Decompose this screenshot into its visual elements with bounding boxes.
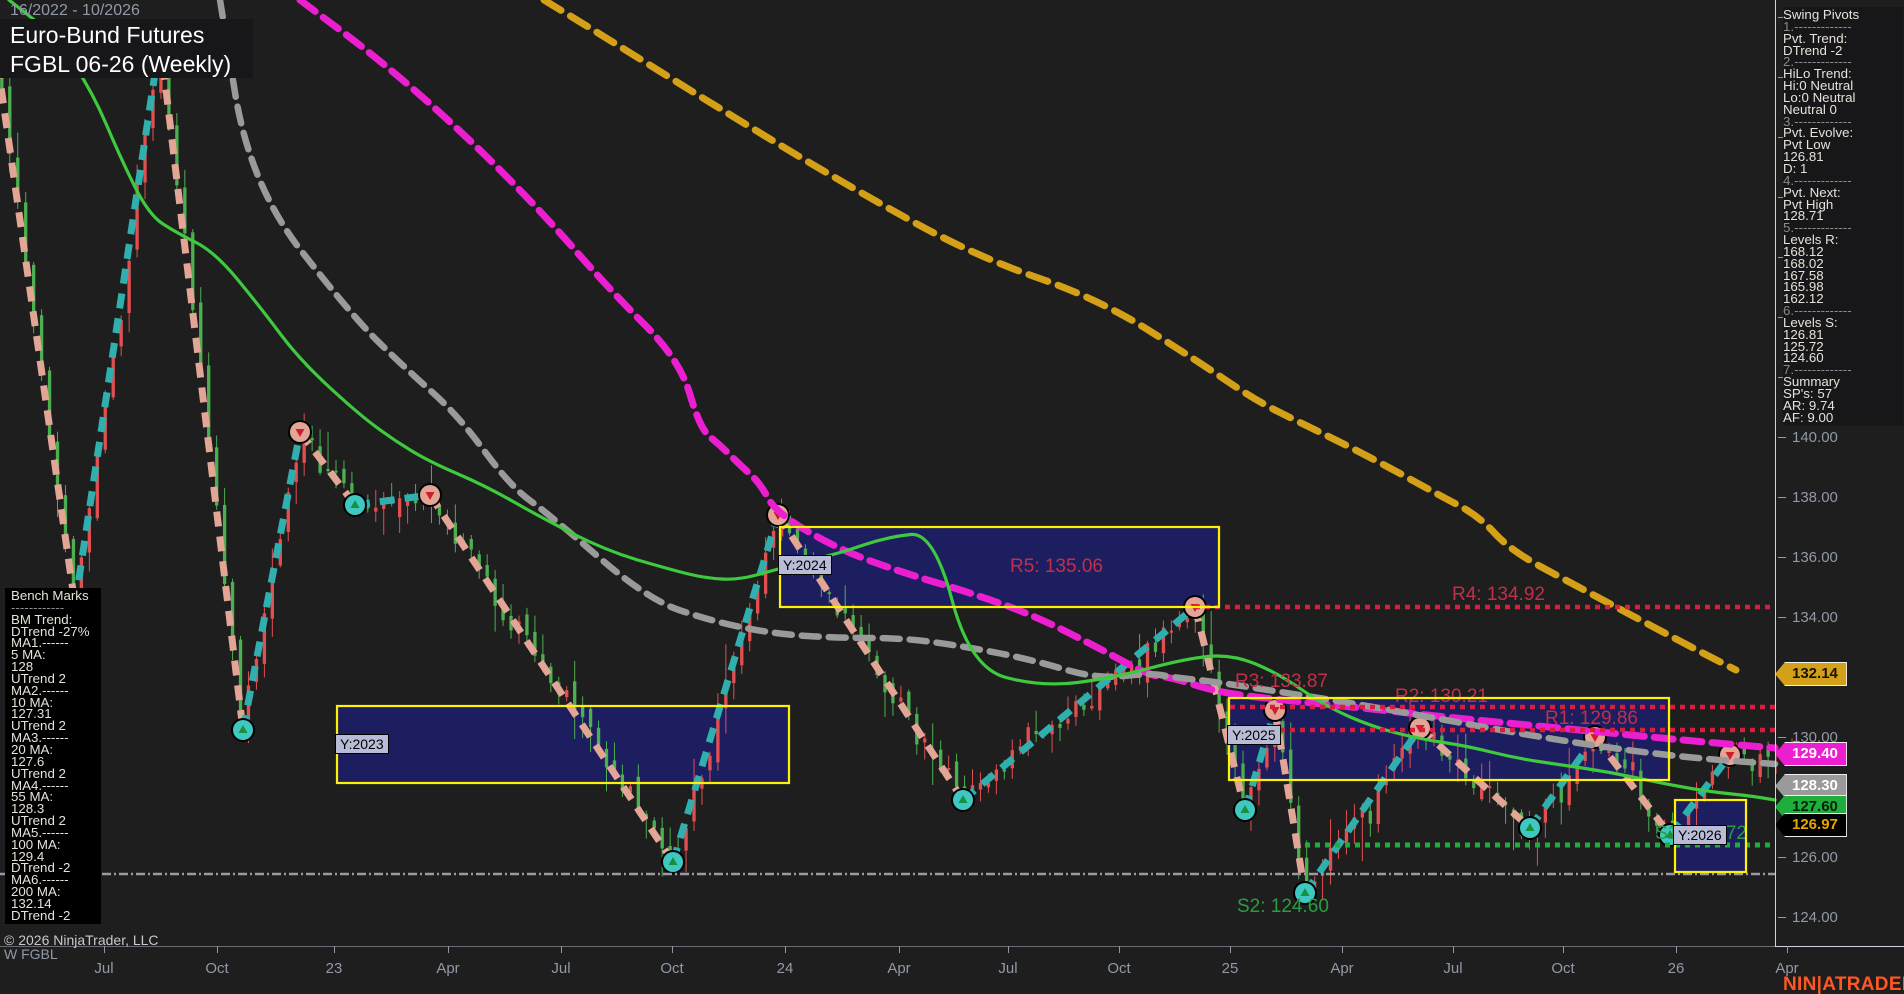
- svg-text:R3: 133.87: R3: 133.87: [1235, 671, 1328, 692]
- svg-text:R1: 129.86: R1: 129.86: [1545, 708, 1638, 729]
- svg-text:R5: 135.06: R5: 135.06: [1010, 556, 1103, 577]
- svg-text:R2: 130.21: R2: 130.21: [1395, 686, 1488, 707]
- svg-text:S2: 124.60: S2: 124.60: [1237, 896, 1329, 917]
- svg-text:R4: 134.92: R4: 134.92: [1452, 584, 1545, 605]
